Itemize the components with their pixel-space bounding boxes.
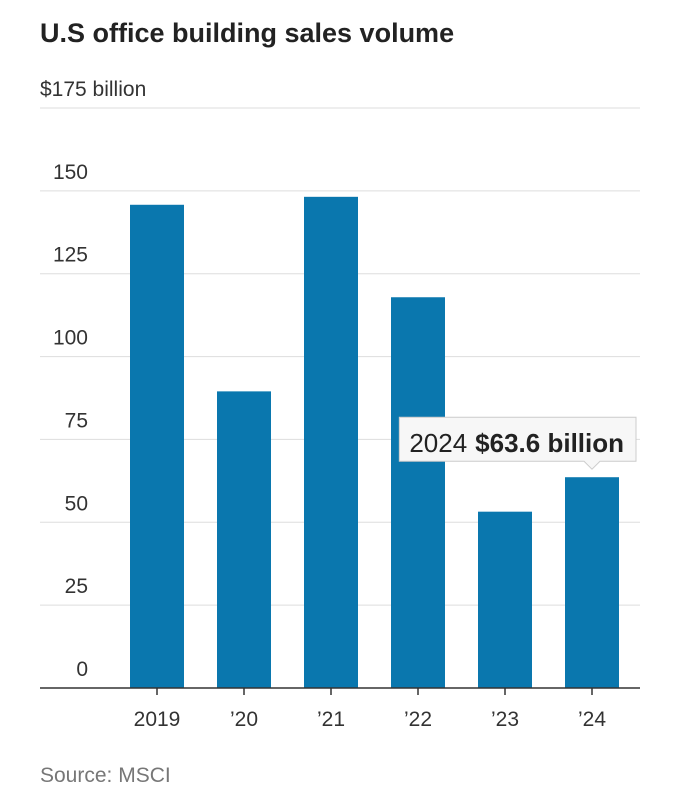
bar [565,477,619,688]
annotation: 2024 $63.6 billion [398,416,637,470]
annotation-label: 2024 [409,428,467,458]
y-tick-label: 125 [53,244,88,267]
y-tick-label: 100 [53,327,88,350]
y-tick-label: $175 billion [40,78,146,101]
annotation-text: 2024 $63.6 billion [409,428,624,458]
x-tick-label: ’22 [404,708,432,731]
bar [478,511,532,688]
y-tick-label: 25 [65,575,88,598]
bar [217,391,271,688]
x-tick-label: ’20 [230,708,258,731]
value-label: $63.6 billion [475,428,624,458]
bar [304,196,358,688]
x-tick-label: ’21 [317,708,345,731]
bar [391,297,445,688]
y-tick-label: 0 [76,658,88,681]
bar [130,204,184,688]
annotation-box [398,416,637,470]
x-tick-label: 2019 [134,708,181,731]
x-tick-label: ’24 [578,708,606,731]
y-tick-label: 50 [65,492,88,515]
source: Source: MSCI [40,764,171,787]
y-tick-label: 75 [65,409,88,432]
x-tick-label: ’23 [491,708,519,731]
chart-title: U.S office building sales volume [40,18,454,48]
y-tick-label: 150 [53,161,88,184]
